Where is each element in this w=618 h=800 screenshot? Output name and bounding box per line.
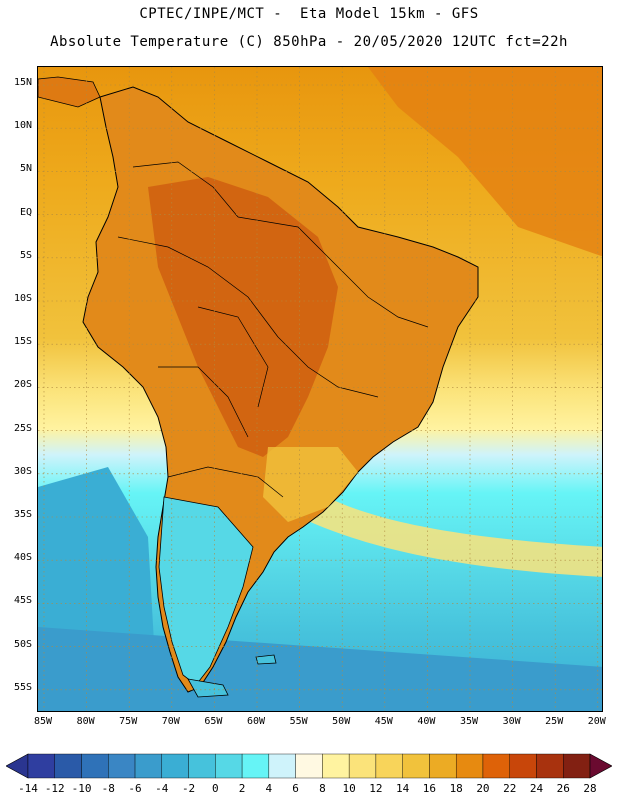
colorbar-swatch <box>402 753 430 779</box>
temperature-map[interactable] <box>37 66 603 712</box>
latitude-tick-label: 50S <box>13 638 32 650</box>
colorbar-tick-label: 22 <box>503 782 517 795</box>
falkland-islands <box>255 654 277 665</box>
longitude-tick-label: 20W <box>587 716 606 727</box>
colorbar-swatch <box>108 753 136 779</box>
colorbar-tick-label: -12 <box>44 782 65 795</box>
longitude-tick-label: 65W <box>204 716 223 727</box>
colorbar-tick-label: 18 <box>449 782 463 795</box>
latitude-tick-label: 55S <box>13 681 32 693</box>
frontal-band <box>278 487 602 577</box>
central-america <box>38 76 101 108</box>
colorbar-tick-label: 14 <box>396 782 410 795</box>
colorbar-swatch <box>268 753 296 779</box>
longitude-tick-label: 70W <box>161 716 180 727</box>
latitude-tick-label: 35S <box>13 509 32 520</box>
colorbar-swatch <box>536 753 564 779</box>
colorbar-swatch <box>455 753 484 779</box>
latitude-tick-label: 20S <box>13 379 32 391</box>
colorbar-swatch <box>81 753 109 779</box>
colorbar-tick-label: 12 <box>369 782 383 795</box>
colorbar-tick-label: 24 <box>529 782 544 795</box>
tierra-del-fuego <box>187 678 229 698</box>
warm-ocean-region <box>368 67 602 257</box>
longitude-tick-label: 85W <box>33 716 53 727</box>
latitude-tick-label: 5N <box>19 163 32 175</box>
patagonia-cold <box>158 496 254 686</box>
latitude-tick-label: 30S <box>13 465 32 477</box>
latitude-tick-label: 25S <box>13 422 32 434</box>
colorbar-swatch <box>27 753 55 779</box>
longitude-tick-label: 75W <box>119 716 138 727</box>
colorbar-swatch <box>348 753 377 779</box>
colorbar-tick-label: 4 <box>265 782 273 795</box>
colorbar-tick-label: 2 <box>238 782 246 795</box>
colorbar-swatch <box>509 753 537 779</box>
latitude-tick-label: EQ <box>19 206 32 218</box>
longitude-tick-label: 55W <box>289 716 308 727</box>
colorbar-tick-label: -14 <box>18 782 38 795</box>
longitude-tick-label: 60W <box>246 716 266 727</box>
colorbar-swatch <box>188 753 216 779</box>
colorbar-tick-label: -2 <box>181 782 196 795</box>
hot-interior <box>148 177 338 457</box>
latitude-tick-label: 40S <box>13 552 32 564</box>
colorbar-swatch <box>295 753 323 779</box>
colorbar-tick-label: -10 <box>71 782 92 795</box>
colorbar <box>6 752 612 780</box>
longitude-tick-label: 50W <box>332 716 351 727</box>
longitude-tick-label: 40W <box>417 716 436 727</box>
colorbar-swatch <box>134 753 163 779</box>
longitude-tick-label: 30W <box>502 716 521 727</box>
colorbar-tick-label: -6 <box>128 782 142 795</box>
colorbar-tick-label: 16 <box>422 782 437 795</box>
colorbar-tick-label: 0 <box>212 782 219 795</box>
colorbar-swatch <box>563 753 591 779</box>
colorbar-swatch <box>241 753 270 779</box>
colorbar-over-arrow <box>589 753 612 779</box>
colorbar-tick-label: 26 <box>556 782 570 795</box>
longitude-tick-label: 80W <box>76 716 95 727</box>
chart-title-line-1: CPTEC/INPE/MCT - Eta Model 15km - GFS <box>139 6 479 22</box>
latitude-tick-label: 10S <box>13 293 32 304</box>
latitude-tick-label: 15S <box>13 336 32 348</box>
chart-title-line-2: Absolute Temperature (C) 850hPa - 20/05/… <box>50 34 568 50</box>
south-cool-region <box>263 447 358 522</box>
colorbar-swatch <box>322 753 350 779</box>
latitude-tick-label: 10N <box>13 120 32 132</box>
colorbar-tick-label: -8 <box>101 782 115 795</box>
country-borders <box>117 161 429 498</box>
colorbar-tick-label: 10 <box>342 782 356 795</box>
colorbar-under-arrow <box>6 753 29 779</box>
latitude-tick-label: 45S <box>13 595 32 607</box>
colorbar-swatch <box>54 753 82 779</box>
colorbar-swatch <box>161 753 189 779</box>
colorbar-swatch <box>375 753 403 779</box>
latitude-tick-label: 5S <box>19 249 32 261</box>
colorbar-tick-label: 6 <box>292 782 299 795</box>
colorbar-tick-label: 8 <box>319 782 326 795</box>
colorbar-tick-label: -4 <box>155 782 169 795</box>
latitude-tick-label: 15N <box>13 77 32 88</box>
colorbar-swatch <box>215 753 243 779</box>
longitude-tick-label: 35W <box>459 716 479 727</box>
longitude-tick-label: 25W <box>545 716 564 727</box>
longitude-tick-label: 45W <box>374 716 393 727</box>
colorbar-tick-label: 20 <box>476 782 490 795</box>
colorbar-swatch <box>482 753 510 779</box>
colorbar-tick-label: 28 <box>583 782 597 795</box>
colorbar-swatch <box>429 753 457 779</box>
